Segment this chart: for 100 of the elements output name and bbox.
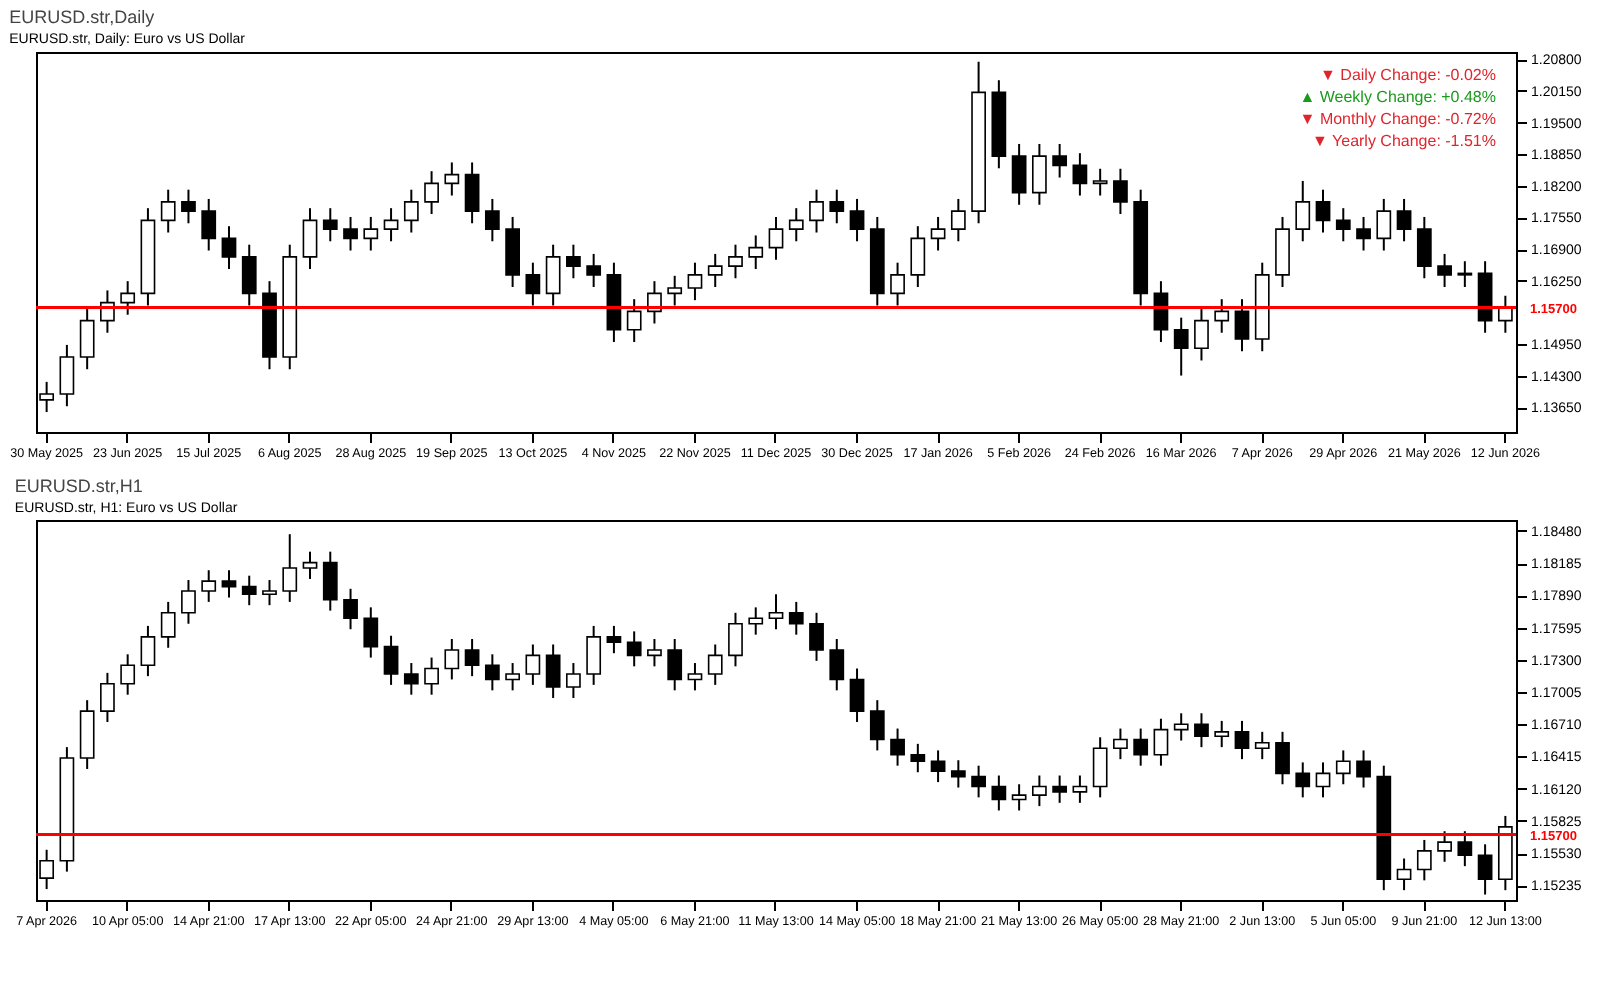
candlestick xyxy=(1234,298,1250,353)
candlestick xyxy=(302,207,318,270)
candlestick xyxy=(1396,197,1412,243)
candlestick xyxy=(1072,152,1088,197)
candlestick xyxy=(950,759,966,789)
candlestick xyxy=(566,662,581,699)
annotation: ▲ Weekly Change: +0.48% xyxy=(1299,88,1496,106)
candlestick xyxy=(525,643,541,686)
candlestick xyxy=(566,243,581,280)
candlestick xyxy=(748,234,764,270)
candlestick xyxy=(1214,719,1230,749)
annotation: ▼ Monthly Change: -0.72% xyxy=(1299,110,1496,128)
candlestick xyxy=(1113,727,1128,761)
candlestick xyxy=(869,699,885,752)
candlestick xyxy=(241,574,257,607)
candlestick xyxy=(1335,207,1351,243)
candlestick xyxy=(728,243,743,280)
candlestick xyxy=(1457,830,1473,868)
candlestick xyxy=(322,550,338,612)
candlestick xyxy=(403,188,419,234)
candlestick xyxy=(525,261,541,307)
candlestick xyxy=(991,774,1007,812)
candlestick xyxy=(667,274,683,307)
candlestick xyxy=(849,197,865,243)
candlestick xyxy=(1032,774,1047,808)
candlestick xyxy=(930,215,946,252)
candlestick xyxy=(262,579,277,607)
candlestick xyxy=(545,243,561,307)
candlestick xyxy=(464,638,480,678)
candlestick xyxy=(343,215,358,252)
annotation: ▼ Daily Change: -0.02% xyxy=(1320,66,1496,84)
candlestick xyxy=(1437,252,1452,289)
candlestick xyxy=(59,343,75,408)
candlestick xyxy=(181,579,196,625)
candlestick xyxy=(1254,730,1270,761)
candlestick xyxy=(383,207,399,243)
candlestick xyxy=(809,611,824,662)
candlestick xyxy=(707,252,723,289)
candlestick xyxy=(849,667,865,724)
candlestick xyxy=(1032,142,1047,206)
candlestick xyxy=(343,587,358,631)
candlestick xyxy=(768,215,784,261)
candlestick xyxy=(545,643,561,699)
candlestick xyxy=(890,727,905,767)
chart-title: EURUSD.str,Daily xyxy=(9,7,156,28)
candlestick xyxy=(1173,316,1189,377)
candlestick xyxy=(687,261,703,302)
candlestick xyxy=(201,569,217,603)
candlestick xyxy=(221,569,237,599)
candlestick xyxy=(201,197,217,252)
candlestick xyxy=(586,252,602,289)
candlestick xyxy=(484,197,500,243)
candlestick xyxy=(1194,307,1209,362)
candlestick xyxy=(484,653,500,692)
candlestick xyxy=(1011,142,1027,206)
candlestick xyxy=(1133,727,1149,767)
candlestick xyxy=(160,600,176,649)
candlestick xyxy=(140,624,156,678)
candlestick xyxy=(707,643,723,686)
candlestick xyxy=(464,161,480,225)
candlestick xyxy=(1477,843,1493,896)
candlestick xyxy=(322,207,338,243)
annotation: ▼ Yearly Change: -1.51% xyxy=(1312,132,1496,150)
candlestick xyxy=(1356,749,1371,789)
candlestick xyxy=(606,624,622,655)
candlestick xyxy=(79,307,95,371)
candlestick xyxy=(971,764,986,799)
candlestick xyxy=(100,671,115,724)
candlestick xyxy=(728,611,743,668)
candlestick xyxy=(505,662,520,692)
candlestick xyxy=(667,638,683,692)
candlestick xyxy=(930,749,946,784)
candlestick xyxy=(829,188,845,225)
candlestick xyxy=(1335,749,1351,786)
candlestick xyxy=(687,662,703,692)
candlestick xyxy=(1011,783,1027,812)
candlestick xyxy=(1295,179,1311,243)
candlestick xyxy=(1457,260,1473,289)
candlestick xyxy=(1092,167,1108,197)
candlestick xyxy=(809,188,824,234)
candlestick xyxy=(890,261,905,307)
candlestick xyxy=(1416,838,1432,882)
candlestick xyxy=(160,188,176,234)
candlestick xyxy=(829,638,845,692)
candlestick xyxy=(1416,215,1432,280)
candlestick xyxy=(363,606,379,659)
candlestick xyxy=(950,197,966,243)
candlestick xyxy=(1214,298,1230,334)
candlestick xyxy=(221,225,237,270)
candlestick xyxy=(444,638,460,681)
candlestick xyxy=(79,699,95,770)
candlestick xyxy=(120,653,136,696)
candlestick xyxy=(1153,717,1169,767)
candlestick xyxy=(120,280,136,316)
candlestick xyxy=(1275,215,1290,289)
candlestick xyxy=(788,207,804,243)
candlestick xyxy=(1173,712,1189,742)
candlestick xyxy=(586,624,602,686)
candlestick xyxy=(1194,712,1209,749)
candlestick xyxy=(181,188,196,225)
